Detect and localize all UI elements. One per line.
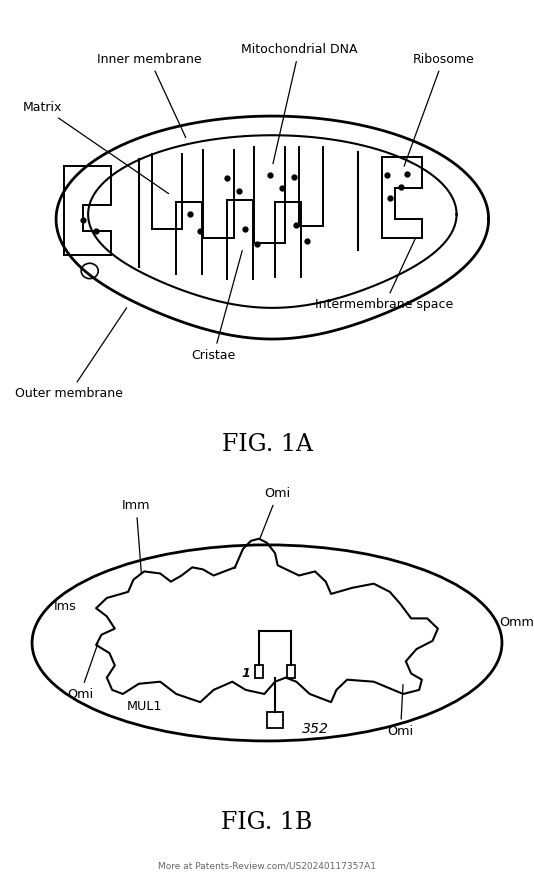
- Text: 1: 1: [241, 667, 250, 680]
- Text: Omi: Omi: [388, 685, 413, 738]
- Text: Ribosome: Ribosome: [404, 52, 474, 166]
- Text: Imm: Imm: [122, 499, 151, 573]
- Text: Omi: Omi: [67, 644, 98, 701]
- Text: Cristae: Cristae: [192, 250, 242, 361]
- Text: FIG. 1B: FIG. 1B: [221, 811, 313, 834]
- Text: Matrix: Matrix: [23, 100, 169, 194]
- Text: Intermembrane space: Intermembrane space: [316, 239, 453, 312]
- Text: Ims: Ims: [53, 599, 76, 613]
- Text: Outer membrane: Outer membrane: [15, 308, 127, 400]
- Text: 352: 352: [302, 722, 328, 735]
- Text: Omi: Omi: [260, 487, 290, 538]
- Text: More at Patents-Review.com/US20240117357A1: More at Patents-Review.com/US20240117357…: [158, 861, 376, 870]
- Bar: [255, 665, 263, 678]
- Text: Inner membrane: Inner membrane: [97, 52, 202, 138]
- Text: MUL1: MUL1: [127, 700, 162, 713]
- Text: Mitochondrial DNA: Mitochondrial DNA: [241, 44, 357, 163]
- Bar: [287, 665, 295, 678]
- Bar: [267, 712, 283, 728]
- Text: FIG. 1A: FIG. 1A: [222, 433, 312, 456]
- Text: Omm: Omm: [499, 616, 534, 629]
